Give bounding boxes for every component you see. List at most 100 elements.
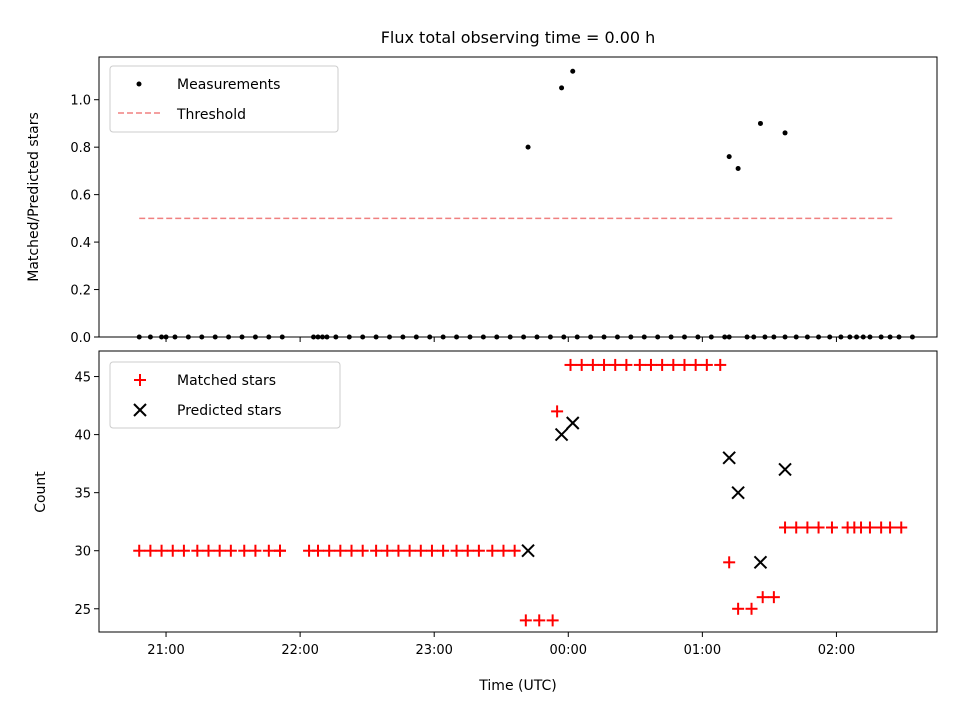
matched-star-point: [801, 521, 814, 534]
measurement-point: [762, 334, 768, 340]
measurement-point: [319, 334, 325, 340]
measurement-point: [373, 334, 379, 340]
measurement-point: [239, 334, 245, 340]
matched-star-point: [700, 358, 713, 371]
matched-star-point: [546, 614, 559, 627]
predicted-star-point: [554, 427, 569, 442]
bottom-panel: 25 30 35 40 45 21:00 22:00 23:00 00:00 01:00 02:0…: [33, 350, 938, 694]
matched-star-point: [745, 602, 758, 615]
measurement-point: [804, 334, 810, 340]
matched-star-point: [249, 544, 262, 557]
matched-star-point: [551, 405, 564, 418]
matched-star-point: [497, 544, 510, 557]
top-y-axis-label: Matched/Predicted stars: [26, 112, 42, 282]
measurement-point: [668, 334, 674, 340]
measurement-point: [838, 334, 844, 340]
measurement-point: [266, 334, 272, 340]
chart-title: Flux total observing time = 0.00 h: [381, 28, 656, 47]
matched-star-point: [274, 544, 287, 557]
predicted-star-stroke: [521, 544, 535, 558]
bottom-x-tick-label: 23:00: [415, 643, 452, 658]
matched-star-point: [598, 358, 611, 371]
top-y-tick-label: 0.6: [70, 189, 91, 204]
matched-star-point: [620, 358, 633, 371]
matched-star-point: [202, 544, 215, 557]
predicted-star-stroke: [722, 451, 736, 465]
matched-star-point: [644, 358, 657, 371]
matched-star-point: [334, 544, 347, 557]
predicted-star-stroke: [753, 555, 768, 570]
top-y-ticks: 0.0 0.2 0.4 0.6 0.8 1.0: [70, 94, 99, 346]
top-y-tick-label: 1.0: [70, 94, 91, 109]
predicted-star-stroke: [731, 485, 745, 500]
predicted-star-stroke: [554, 427, 569, 442]
bottom-y-tick-label: 35: [74, 487, 91, 502]
matched-star-point: [564, 358, 577, 371]
matched-star-point: [586, 358, 599, 371]
measurement-point: [311, 334, 317, 340]
measurement-point: [641, 334, 647, 340]
matched-star-point: [756, 591, 769, 604]
matched-star-point: [689, 358, 702, 371]
measurement-point: [847, 334, 853, 340]
matched-star-point: [238, 544, 251, 557]
measurement-point: [199, 334, 205, 340]
top-y-tick-label: 0.0: [70, 331, 91, 346]
matched-star-point: [723, 556, 736, 569]
matched-legend-marker: [134, 374, 146, 386]
bottom-x-tick-label: 01:00: [684, 643, 721, 658]
matched-star-point: [656, 358, 669, 371]
measurement-point: [708, 334, 714, 340]
predicted-star-point: [722, 451, 736, 465]
matched-star-point: [533, 614, 546, 627]
measurement-point: [400, 334, 406, 340]
predicted-legend-label: Predicted stars: [177, 403, 282, 419]
measurement-point: [346, 334, 352, 340]
measurement-point: [628, 334, 634, 340]
measurements-legend-label: Measurements: [177, 77, 280, 93]
bottom-x-tick-label: 21:00: [147, 643, 184, 658]
measurement-point: [525, 144, 531, 150]
top-y-tick-label: 0.4: [70, 236, 91, 251]
measurement-point: [601, 334, 607, 340]
matched-star-point: [155, 544, 168, 557]
top-x-ticks: [165, 337, 837, 342]
measurement-point: [793, 334, 799, 340]
matched-star-point: [767, 591, 780, 604]
top-plot-area: [98, 56, 938, 338]
x-axis-label: Time (UTC): [478, 678, 556, 694]
matched-star-point: [667, 358, 680, 371]
matched-star-point: [213, 544, 226, 557]
matched-star-point: [370, 544, 383, 557]
top-panel: 0.0 0.2 0.4 0.6 0.8 1.0 Matched/Predicted sta…: [26, 56, 938, 346]
matched-star-point: [472, 544, 485, 557]
measurement-point: [427, 334, 433, 340]
measurement-point: [185, 334, 191, 340]
measurement-point: [655, 334, 661, 340]
measurement-point: [387, 334, 393, 340]
matched-star-point: [224, 544, 237, 557]
bottom-y-axis-label: Count: [33, 471, 49, 513]
measurement-point: [827, 334, 833, 340]
matched-star-point: [884, 521, 897, 534]
matched-star-point: [863, 521, 876, 534]
measurement-point: [751, 334, 757, 340]
matched-star-point: [403, 544, 416, 557]
measurement-point: [887, 334, 893, 340]
measurement-point: [726, 334, 732, 340]
top-y-tick-label: 0.8: [70, 141, 91, 156]
bottom-y-tick-label: 45: [74, 371, 91, 386]
measurement-point: [695, 334, 701, 340]
measurement-point: [588, 334, 594, 340]
predicted-star-point: [731, 485, 745, 500]
measurement-point: [494, 334, 500, 340]
measurement-point: [547, 334, 553, 340]
matched-star-point: [381, 544, 394, 557]
matched-star-point: [450, 544, 463, 557]
matched-star-point: [732, 602, 745, 615]
matched-legend-label: Matched stars: [177, 373, 276, 389]
bottom-y-tick-label: 30: [74, 545, 91, 560]
measurement-point: [726, 154, 732, 160]
predicted-star-point: [521, 544, 535, 558]
